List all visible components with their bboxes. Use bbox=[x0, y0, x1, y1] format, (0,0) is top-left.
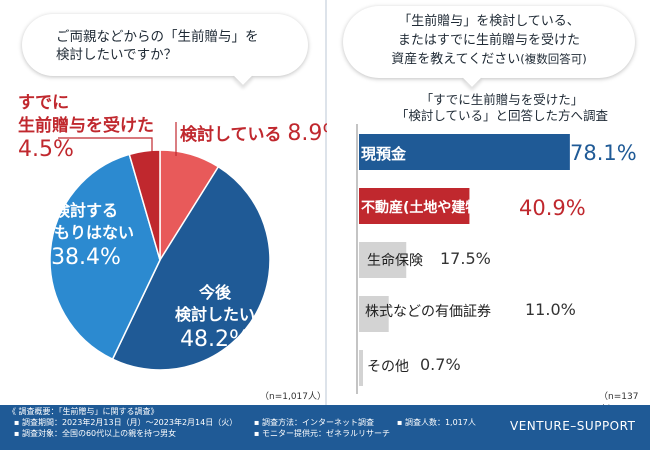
pie-label-future-line2: 検討したい bbox=[175, 305, 256, 324]
bar-cash bbox=[359, 134, 570, 170]
bar-question-line1: 「生前贈与」を検討している、 bbox=[398, 14, 580, 29]
footer-period: ▪ 調査期間：2023年2月13日（月）〜2023年2月14日（火） bbox=[14, 418, 238, 427]
bar-chart bbox=[356, 124, 570, 394]
bar-label-life-insurance: 生命保険 bbox=[367, 253, 423, 269]
bar-panel: 「生前贈与」を検討している、 またはすでに生前贈与を受けた 資産を教えてください… bbox=[327, 0, 650, 415]
pie-question-line2: 検討したいですか？ bbox=[56, 47, 178, 63]
bar-value-real-estate: 40.9% bbox=[519, 196, 586, 220]
bar-subheader-line1: 「すでに生前贈与を受けた」 bbox=[420, 92, 584, 107]
bar-label-securities: 株式などの有価証券 bbox=[365, 304, 491, 320]
pie-label-not-line2: つもりはない bbox=[38, 223, 135, 242]
bar-question-line3: 資産を教えてください(複数回答可) bbox=[343, 50, 635, 69]
footer-method: ▪ 調査方法：インターネット調査 bbox=[254, 418, 374, 427]
footer-count: ▪ 調査人数：1,017人 bbox=[397, 418, 476, 427]
bar-subheader-line2: 「検討している」と回答した方へ調査 bbox=[395, 108, 609, 123]
footer-target: ▪ 調査対象：全国の60代以上の親を持つ男女 bbox=[14, 429, 177, 438]
pie-question-bubble: ご両親などからの「生前贈与」を 検討したいですか？ bbox=[22, 14, 308, 85]
brand-logo: VENTURE–SUPPORT bbox=[510, 419, 636, 433]
bar-securities bbox=[359, 296, 389, 332]
bar-question-bubble: 「生前贈与」を検討している、 またはすでに生前贈与を受けた 資産を教えてください… bbox=[343, 6, 635, 87]
bar-label-cash: 現預金 bbox=[361, 145, 407, 163]
bar-label-other: その他 bbox=[367, 359, 409, 375]
bar-subheader: 「すでに生前贈与を受けた」 「検討している」と回答した方へ調査 bbox=[377, 92, 627, 124]
bar-question-note: (複数回答可) bbox=[520, 52, 587, 66]
pie-value-not-considering: 38.4% bbox=[51, 245, 121, 270]
leader-line-received bbox=[58, 137, 153, 152]
pie-label-received-line1: すでに bbox=[18, 93, 70, 113]
pie-panel: ご両親などからの「生前贈与」を 検討したいですか？ すでに 生前贈与を受けた 4… bbox=[0, 0, 343, 405]
bar-value-cash: 78.1% bbox=[570, 141, 637, 165]
bar-life-insurance bbox=[359, 242, 407, 278]
pie-sample-size: （n=1,017人） bbox=[260, 392, 327, 402]
pie-label-received: すでに 生前贈与を受けた 4.5% bbox=[18, 92, 154, 161]
bar-value-other: 0.7% bbox=[420, 355, 461, 374]
bar-label-real-estate: 不動産(土地や建物) bbox=[361, 200, 486, 216]
pie-label-considering-text: 検討している bbox=[180, 125, 282, 145]
bar-other bbox=[359, 350, 363, 386]
pie-slice-not-considering bbox=[49, 153, 161, 361]
pie-slice-future bbox=[111, 165, 271, 371]
pie-label-not-line1: 検討する bbox=[54, 201, 119, 220]
pie-slice-received bbox=[128, 149, 161, 261]
pie-label-future: 今後 検討したい 48.2% bbox=[175, 282, 255, 351]
footer-overview: 《 調査概要：「生前贈与」に関する調査》 bbox=[8, 407, 159, 416]
bar-question-line3-text: 資産を教えてください bbox=[391, 52, 521, 67]
survey-footer: 《 調査概要：「生前贈与」に関する調査》 ▪ 調査期間：2023年2月13日（月… bbox=[0, 405, 650, 450]
bar-value-securities: 11.0% bbox=[525, 300, 576, 319]
pie-label-received-line2: 生前贈与を受けた bbox=[18, 116, 154, 136]
pie-label-future-line1: 今後 bbox=[199, 283, 232, 302]
pie-chart bbox=[49, 122, 271, 371]
pie-value-future: 48.2% bbox=[180, 327, 250, 352]
bar-value-life-insurance: 17.5% bbox=[440, 249, 491, 268]
bar-real-estate bbox=[359, 188, 470, 224]
pie-label-considering: 検討している 8.9% bbox=[180, 120, 343, 146]
pie-question-line1: ご両親などからの「生前贈与」を bbox=[56, 29, 259, 45]
bar-question-line2: またはすでに生前贈与を受けた bbox=[397, 33, 581, 48]
pie-value-received: 4.5% bbox=[18, 137, 74, 162]
pie-label-not-considering: 検討する つもりはない 38.4% bbox=[38, 200, 134, 269]
footer-provider: ▪ モニター提供元：ゼネラルリサーチ bbox=[254, 429, 390, 438]
